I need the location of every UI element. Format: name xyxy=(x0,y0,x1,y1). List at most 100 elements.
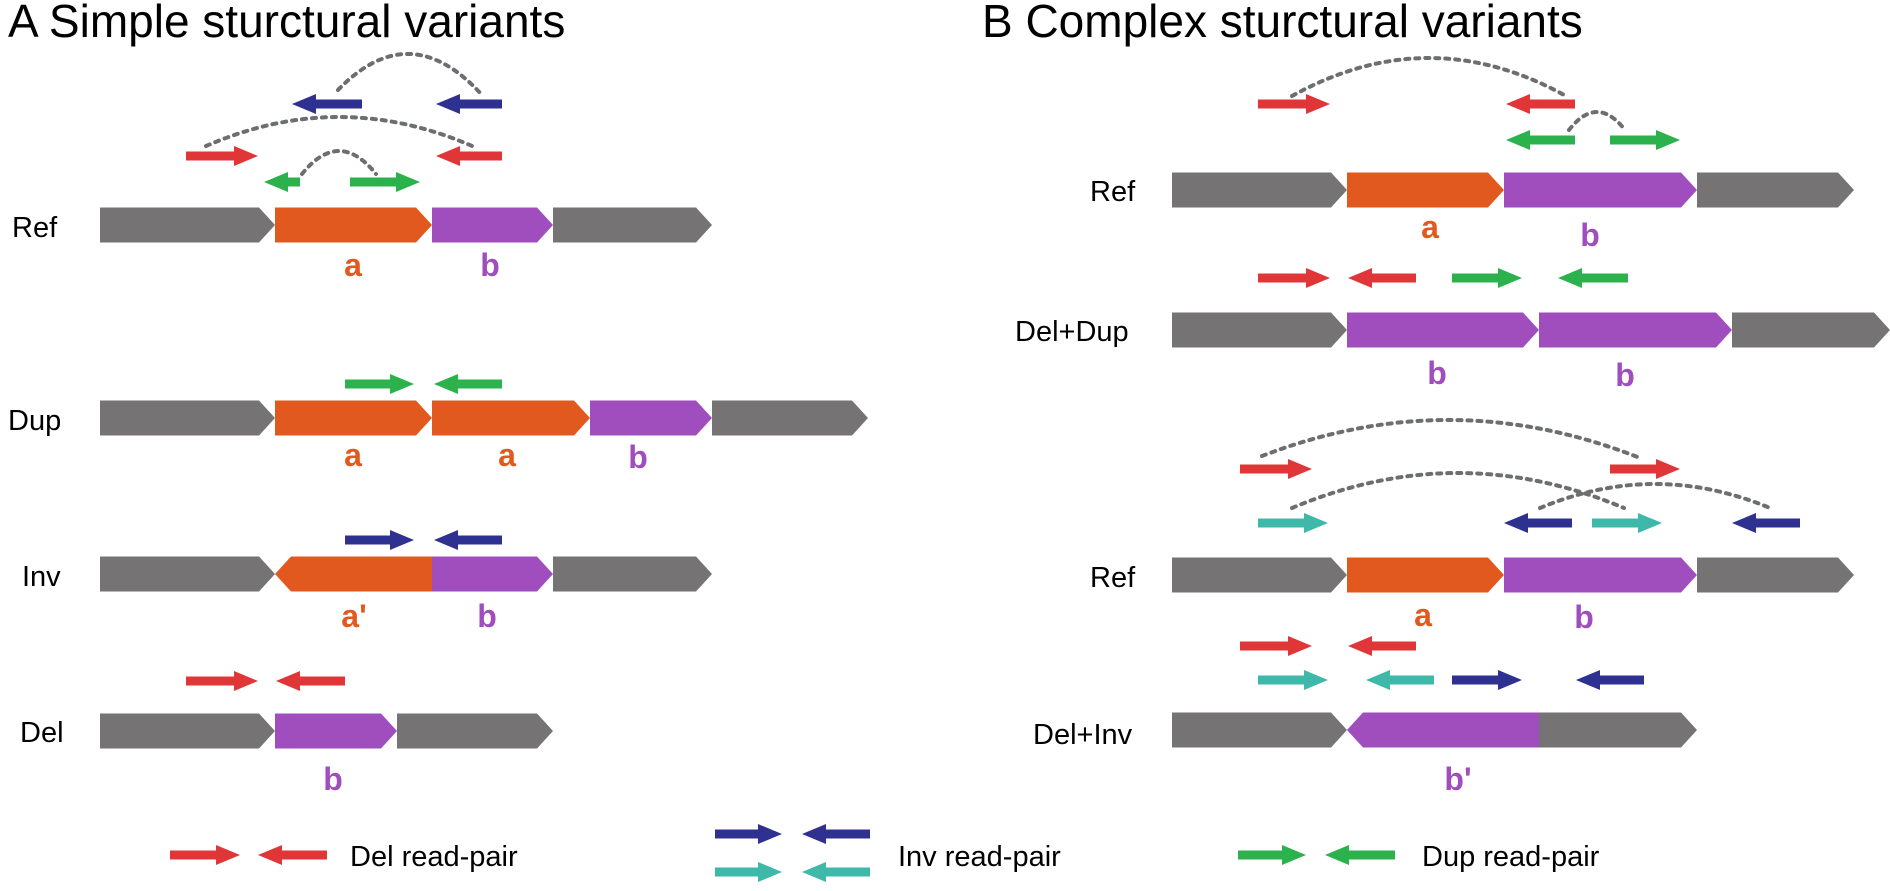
delinv-navy-read-right xyxy=(1452,670,1522,690)
read-arrows xyxy=(170,94,1800,882)
ref-dup-read-left xyxy=(264,172,300,192)
inv-segment-b xyxy=(432,556,553,592)
deldup-del-read-right xyxy=(1258,268,1330,288)
ref2-segment-b xyxy=(1504,557,1697,593)
del-b-segment-label: b xyxy=(323,761,343,797)
ref-segment-gray-left xyxy=(100,207,275,243)
row-label-ref-b1: Ref xyxy=(1090,176,1136,208)
ref2-segment-a xyxy=(1347,557,1504,593)
ref-inv-read-left xyxy=(292,94,362,114)
ref2-teal-read-right-middle xyxy=(1592,513,1662,533)
inv-segment-a-prime xyxy=(275,556,432,592)
read-pair-arcs xyxy=(204,52,1772,510)
delinv-segment-gray-right xyxy=(1539,712,1697,748)
ref2-segment-gray-left xyxy=(1172,557,1347,593)
ref1-segment-gray-left xyxy=(1172,172,1347,208)
delinv-teal-read-right xyxy=(1258,670,1328,690)
deldup-segment-b1 xyxy=(1347,312,1539,348)
ref2-arc-del-pair xyxy=(1260,418,1642,460)
row-label-dup: Dup xyxy=(8,405,61,437)
del-dup-b1-segment-label: b xyxy=(1427,355,1447,391)
dup-dup-read-left xyxy=(434,374,502,394)
legend-teal-read-left xyxy=(802,862,870,882)
ref-dup-read-right xyxy=(350,172,420,192)
ref1-del-read-left xyxy=(1506,94,1575,114)
ref2-del-read-right-left xyxy=(1240,459,1312,479)
legend-del-read-right xyxy=(170,845,240,865)
legend-inv-read-pair-label: Inv read-pair xyxy=(898,841,1061,873)
panel-b-title: B Complex sturctural variants xyxy=(982,0,1583,47)
dup-segment-b xyxy=(590,400,712,436)
legend-inv-read-right xyxy=(715,824,782,844)
ref2-teal-read-right-left xyxy=(1258,513,1328,533)
inv-segment-gray-left xyxy=(100,556,275,592)
panel-a-title: A Simple sturctural variants xyxy=(8,0,565,47)
genome-segments xyxy=(100,172,1890,749)
row-label-del-inv: Del+Inv xyxy=(1033,719,1133,751)
del-del-read-left xyxy=(276,671,345,691)
ref2-arc-teal-pair xyxy=(1290,471,1626,510)
inv-a-prime-segment-label: a' xyxy=(341,598,366,634)
dup-segment-gray-right xyxy=(712,400,868,436)
ref-a-segment-label: a xyxy=(344,247,362,283)
inv-inv-read-right xyxy=(345,530,414,550)
deldup-dup-read-left xyxy=(1558,268,1628,288)
ref2-arc-navy-pair xyxy=(1538,482,1772,510)
ref-arc-dup-pair xyxy=(300,149,378,176)
ref-arc-inv-pair xyxy=(336,52,484,97)
ref-segment-a xyxy=(275,207,432,243)
dup-dup-read-right xyxy=(345,374,414,394)
ref2-navy-read-left-middle xyxy=(1504,513,1572,533)
legend-del-read-left xyxy=(258,845,327,865)
ref-segment-gray-right xyxy=(553,207,712,243)
deldup-del-read-left xyxy=(1348,268,1416,288)
delinv-segment-b-prime xyxy=(1347,712,1539,748)
ref1-arc-del-pair xyxy=(1290,56,1568,98)
ref-segment-b xyxy=(432,207,553,243)
ref1-dup-read-right xyxy=(1610,130,1680,150)
ref2-b-segment-label: b xyxy=(1574,599,1594,635)
inv-inv-read-left xyxy=(434,530,502,550)
row-label-del: Del xyxy=(20,717,64,749)
delinv-del-read-left xyxy=(1348,636,1416,656)
legend-teal-read-right xyxy=(715,862,782,882)
deldup-segment-b2 xyxy=(1539,312,1732,348)
ref-arc-del-pair xyxy=(204,115,474,148)
ref1-arc-dup-pair xyxy=(1567,110,1627,132)
delinv-navy-read-left xyxy=(1576,670,1644,690)
legend-dup-read-pair-label: Dup read-pair xyxy=(1422,841,1600,873)
delinv-del-read-right xyxy=(1240,636,1312,656)
del-inv-b-prime-segment-label: b' xyxy=(1444,761,1471,797)
ref1-segment-gray-right xyxy=(1697,172,1854,208)
del-dup-b2-segment-label: b xyxy=(1615,357,1635,393)
row-label-ref-b2: Ref xyxy=(1090,562,1136,594)
dup-segment-a1 xyxy=(275,400,432,436)
ref-del-read-right xyxy=(436,146,502,166)
del-segment-gray-right xyxy=(397,713,553,749)
ref2-del-read-right-right xyxy=(1610,459,1680,479)
ref1-dup-read-left xyxy=(1506,130,1575,150)
legend-inv-read-left xyxy=(802,824,870,844)
ref1-b-segment-label: b xyxy=(1580,217,1600,253)
inv-segment-gray-right xyxy=(553,556,712,592)
ref1-del-read-right xyxy=(1258,94,1330,114)
legend-del-read-pair-label: Del read-pair xyxy=(350,841,518,873)
ref1-segment-a xyxy=(1347,172,1504,208)
ref1-segment-b xyxy=(1504,172,1697,208)
dup-segment-a2 xyxy=(432,400,590,436)
ref2-navy-read-left-right xyxy=(1732,513,1800,533)
ref2-a-segment-label: a xyxy=(1414,597,1432,633)
del-segment-b xyxy=(275,713,397,749)
ref-inv-read-right xyxy=(436,94,502,114)
ref2-segment-gray-right xyxy=(1697,557,1854,593)
ref1-a-segment-label: a xyxy=(1421,209,1439,245)
inv-b-segment-label: b xyxy=(477,598,497,634)
row-label-del-dup: Del+Dup xyxy=(1015,316,1129,348)
delinv-segment-gray-left xyxy=(1172,712,1347,748)
dup-a1-segment-label: a xyxy=(344,437,362,473)
deldup-segment-gray-left xyxy=(1172,312,1347,348)
del-del-read-right xyxy=(186,671,258,691)
row-label-ref-a: Ref xyxy=(12,212,58,244)
del-segment-gray-left xyxy=(100,713,275,749)
